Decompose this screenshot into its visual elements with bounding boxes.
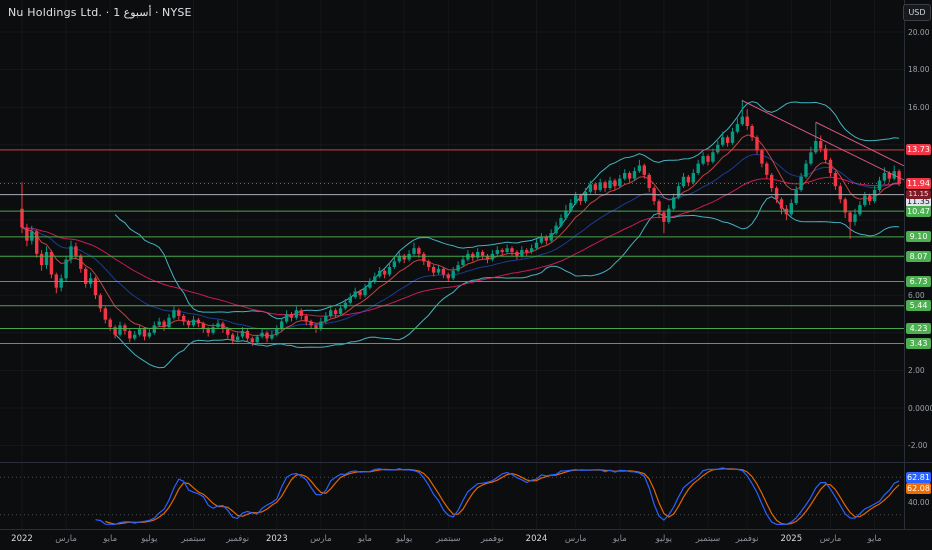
time-label-month: يوليو: [396, 534, 413, 544]
time-label-month: مارس: [310, 534, 332, 544]
time-label-month: يوليو: [655, 534, 673, 544]
time-label-month: سبتمبر: [181, 534, 206, 544]
price-line-badge: 13.73: [906, 144, 931, 156]
time-label-month: يوليو: [141, 534, 158, 544]
time-label-month: مايو: [612, 534, 627, 544]
indicator-tick: 40.00: [908, 497, 930, 507]
time-label-month: مارس: [564, 534, 587, 544]
price-tick: 18.00: [908, 65, 930, 75]
time-label-month: نوفمبر: [226, 534, 250, 544]
price-line-badge: 4.23: [906, 322, 931, 334]
time-label-month: مايو: [103, 534, 118, 544]
price-line-badge: 5.44: [906, 300, 931, 312]
price-tick: 20.00: [908, 27, 930, 37]
time-label-month: سبتمبر: [695, 534, 721, 544]
price-tick: 2.00: [908, 365, 925, 375]
time-label-month: نوفمبر: [480, 534, 504, 544]
price-line-badge: 3.43: [906, 338, 931, 350]
price-tick: 6.00: [908, 290, 925, 300]
price-tick: 0.0000: [908, 403, 932, 413]
time-label-month: مايو: [867, 534, 882, 544]
price-axis[interactable]: 20.00 18.00 16.00 6.00 2.00 0.0000 -2.00 13.73 1…: [905, 0, 932, 529]
time-label-year: 2024: [525, 534, 548, 544]
time-label-year: 2022: [11, 534, 33, 544]
price-line-badge: 11.94: [906, 178, 931, 190]
time-label-year: 2023: [265, 534, 288, 544]
indicator-value-badge: 62.08: [906, 483, 931, 494]
price-line-badge: 9.10: [906, 231, 931, 243]
time-label-month: مارس: [819, 534, 842, 544]
price-line-badge: 8.07: [906, 250, 931, 262]
time-label-year: 2025: [780, 534, 803, 544]
symbol-title[interactable]: Nu Holdings Ltd. · أسبوع 1 · NYSE: [8, 6, 192, 19]
time-label-month: مايو: [358, 534, 372, 544]
price-line-badge: 11.35: [906, 196, 931, 208]
time-label-month: سبتمبر: [436, 534, 461, 544]
time-label-month: نوفمبر: [735, 534, 759, 544]
indicator-value-badge: 62.81: [906, 471, 931, 483]
currency-button[interactable]: USD: [903, 4, 931, 21]
price-tick: 16.00: [908, 102, 930, 112]
price-tick: -2.00: [908, 441, 928, 451]
price-line-badge: 10.47: [906, 205, 931, 217]
price-line-badge: 6.73: [906, 275, 931, 287]
time-label-month: مارس: [55, 534, 77, 544]
bar-countdown: 11.15: [906, 189, 931, 199]
time-axis[interactable]: 2022 مارس مايو يوليو سبتمبر نوفمبر 2023 مارس ماي…: [0, 530, 932, 550]
